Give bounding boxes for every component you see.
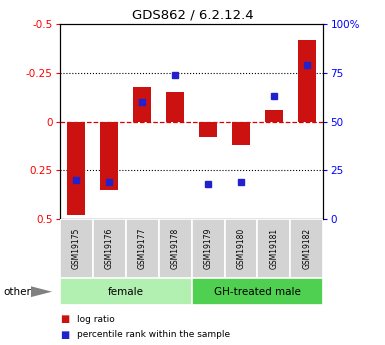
Text: GDS862 / 6.2.12.4: GDS862 / 6.2.12.4 [132,9,253,22]
Text: ■: ■ [60,314,69,324]
Text: ■: ■ [60,330,69,339]
Bar [60,278,192,305]
Bar [192,219,224,278]
Text: other: other [4,287,32,296]
Text: GH-treated male: GH-treated male [214,287,301,296]
Text: GSM19177: GSM19177 [137,228,147,269]
Text: GSM19181: GSM19181 [270,228,278,269]
Text: percentile rank within the sample: percentile rank within the sample [77,330,230,339]
Bar [133,87,151,122]
Bar [192,278,323,305]
Bar [224,219,258,278]
Bar [126,219,159,278]
Text: female: female [107,287,144,296]
Bar [60,219,93,278]
Bar [67,122,85,215]
Bar [298,40,316,122]
Bar [93,219,126,278]
Text: GSM19175: GSM19175 [72,228,81,269]
Bar [159,219,192,278]
Bar [166,92,184,122]
Text: GSM19176: GSM19176 [105,228,114,269]
Bar [100,122,118,190]
Bar [290,219,323,278]
Bar [265,110,283,122]
Text: GSM19180: GSM19180 [236,228,246,269]
Text: GSM19178: GSM19178 [171,228,179,269]
Bar [258,219,290,278]
Text: GSM19182: GSM19182 [302,228,311,269]
Bar [232,122,250,145]
Text: GSM19179: GSM19179 [204,228,213,269]
Text: log ratio: log ratio [77,315,115,324]
Polygon shape [31,286,52,297]
Bar [199,122,217,137]
